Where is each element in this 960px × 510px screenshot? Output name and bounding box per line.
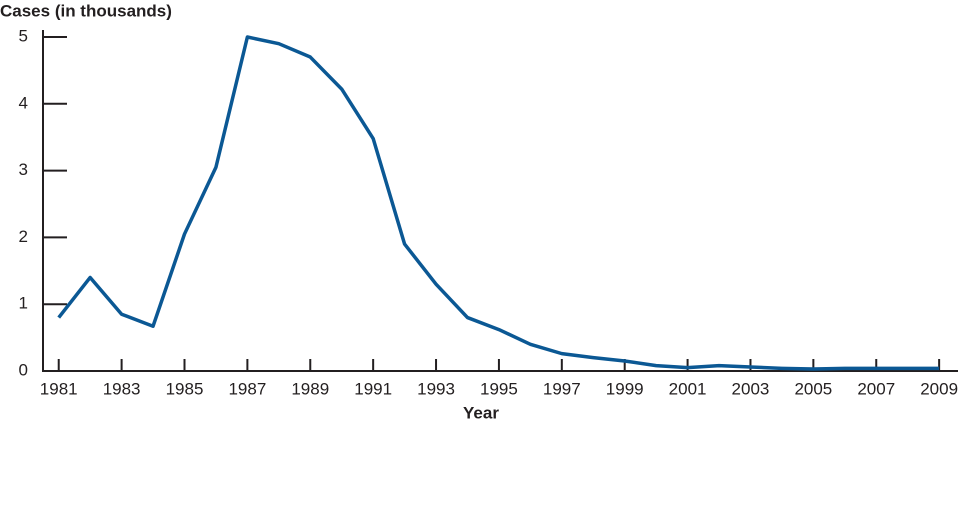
x-axis-title: Year bbox=[463, 403, 499, 422]
x-tick-label: 2001 bbox=[669, 379, 707, 398]
y-tick-label: 2 bbox=[19, 227, 28, 246]
x-tick-label: 2007 bbox=[857, 379, 895, 398]
x-tick-label: 1995 bbox=[480, 379, 518, 398]
x-tick-label: 1985 bbox=[166, 379, 204, 398]
x-tick-label: 1987 bbox=[228, 379, 266, 398]
y-tick-label: 4 bbox=[19, 93, 28, 112]
x-tick-label: 1993 bbox=[417, 379, 455, 398]
y-tick-label: 5 bbox=[19, 26, 28, 45]
y-tick-label: 3 bbox=[19, 160, 28, 179]
x-tick-label: 1983 bbox=[103, 379, 141, 398]
x-tick-label: 1997 bbox=[543, 379, 581, 398]
x-tick-label: 1989 bbox=[291, 379, 329, 398]
x-tick-label: 1999 bbox=[606, 379, 644, 398]
x-tick-label: 2005 bbox=[794, 379, 832, 398]
y-tick-label: 0 bbox=[19, 360, 28, 379]
x-tick-label: 1981 bbox=[40, 379, 78, 398]
x-tick-label: 2009 bbox=[920, 379, 958, 398]
y-axis-title: Cases (in thousands) bbox=[0, 1, 172, 20]
y-tick-label: 1 bbox=[19, 294, 28, 313]
data-line bbox=[57, 35, 940, 371]
x-tick-label: 2003 bbox=[732, 379, 770, 398]
x-tick-label: 1991 bbox=[354, 379, 392, 398]
